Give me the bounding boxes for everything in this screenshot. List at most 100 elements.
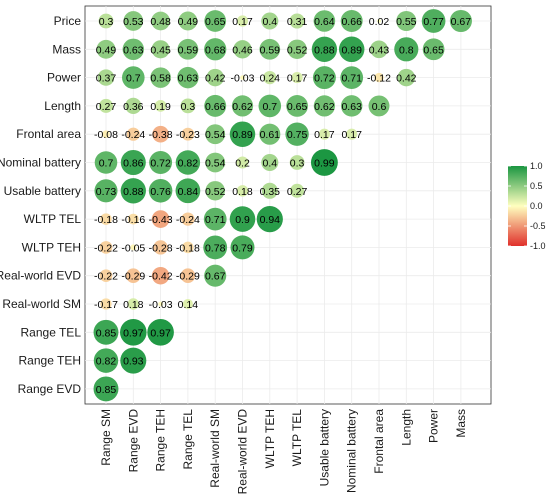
correlation-value-label: -0.03 <box>231 73 255 85</box>
correlation-value-label: 0.65 <box>205 16 226 28</box>
column-label: Real-world SM <box>208 409 222 488</box>
correlation-value-label: 0.72 <box>314 73 335 85</box>
row-label: Range EVD <box>18 382 82 396</box>
correlation-circle <box>312 66 336 90</box>
correlation-circle <box>151 40 170 59</box>
correlation-value-label: 0.63 <box>123 44 144 56</box>
correlation-value-label: -0.05 <box>121 242 145 254</box>
correlation-circle <box>148 179 173 203</box>
correlation-circle <box>126 127 140 141</box>
correlation-circle <box>147 319 174 346</box>
row-label: Range TEL <box>21 325 82 339</box>
correlation-value-label: 0.88 <box>314 44 335 56</box>
correlation-circle <box>204 264 227 287</box>
correlation-circle <box>340 66 364 89</box>
correlation-value-label: 0.42 <box>396 73 417 85</box>
correlation-circle <box>99 269 113 283</box>
correlation-circle <box>122 66 145 89</box>
correlation-value-label: 0.82 <box>96 356 117 368</box>
correlation-circle <box>99 241 113 254</box>
correlation-circle <box>98 98 114 113</box>
correlation-circle <box>127 213 139 225</box>
correlation-circle <box>205 124 226 145</box>
correlation-value-label: 0.72 <box>150 158 171 170</box>
correlation-value-label: 0.43 <box>369 44 390 56</box>
correlation-value-label: -0.22 <box>94 271 118 283</box>
correlation-value-label: 0.3 <box>99 16 114 28</box>
row-label: Real-world SM <box>2 297 81 311</box>
correlation-value-label: 0.82 <box>178 158 199 170</box>
correlation-value-label: 0.17 <box>232 16 253 28</box>
correlation-circle <box>203 207 227 231</box>
correlation-circle <box>93 376 119 402</box>
correlation-circle <box>313 95 336 117</box>
correlation-circle <box>289 155 305 170</box>
correlation-circle <box>151 210 170 228</box>
correlation-value-label: 0.71 <box>205 214 226 226</box>
correlation-value-label: 0.88 <box>123 186 144 198</box>
correlation-circle <box>374 72 384 83</box>
legend-tick-label: -1.0 <box>530 241 546 251</box>
correlation-circle <box>318 128 330 140</box>
correlation-circle <box>338 36 365 63</box>
correlation-value-label: 0.93 <box>123 356 144 368</box>
correlation-value-label: 0.17 <box>314 129 335 141</box>
row-label: Real-world EVD <box>0 269 81 283</box>
column-label: Mass <box>454 409 468 438</box>
row-label: WLTP TEL <box>24 212 82 226</box>
correlation-circle <box>120 149 146 176</box>
column-label: Range SM <box>99 409 113 466</box>
correlation-circle <box>311 36 338 62</box>
column-label: Frontal area <box>372 409 386 474</box>
legend-tick-label: 0.5 <box>530 181 543 191</box>
correlation-circle <box>422 38 445 61</box>
row-labels: Price Mass Power Length Frontal area Nominal … <box>0 14 81 396</box>
correlation-value-label: 0.64 <box>314 16 335 28</box>
correlation-circle <box>100 298 112 310</box>
correlation-circle <box>120 347 147 374</box>
correlation-circle <box>236 156 249 169</box>
correlation-circle <box>180 98 196 114</box>
correlation-value-label: 0.54 <box>205 158 226 170</box>
correlation-circle <box>286 95 308 117</box>
row-label: Usable battery <box>4 184 81 198</box>
correlation-circle <box>287 39 307 60</box>
correlation-circle <box>175 178 201 204</box>
correlation-circle <box>100 213 112 225</box>
correlation-circle <box>229 206 256 232</box>
correlation-value-label: 0.14 <box>178 299 199 311</box>
correlation-value-label: 0.61 <box>260 129 281 141</box>
correlation-value-label: 0.53 <box>123 16 144 28</box>
correlation-value-label: 0.49 <box>96 44 117 56</box>
correlation-value-label: 0.65 <box>287 101 308 113</box>
correlation-value-label: -0.03 <box>149 299 173 311</box>
correlation-value-label: 0.18 <box>123 299 144 311</box>
correlation-value-label: -0.18 <box>176 242 200 254</box>
correlation-circle <box>154 100 167 112</box>
column-labels: Range SM Range EVD Range TEH Range TEL Real-… <box>99 409 468 495</box>
column-label: Length <box>399 409 413 446</box>
correlation-circle <box>158 301 163 307</box>
row-label: Price <box>54 14 82 28</box>
correlation-value-label: 0.58 <box>150 73 171 85</box>
row-label: Mass <box>52 42 81 56</box>
correlation-value-label: 0.89 <box>232 129 253 141</box>
correlation-value-label: 0.48 <box>150 16 171 28</box>
correlation-value-label: 0.63 <box>178 73 199 85</box>
correlation-value-label: 0.68 <box>205 44 226 56</box>
correlation-value-label: 0.76 <box>150 186 171 198</box>
correlation-circle <box>261 182 278 199</box>
row-label: Power <box>47 71 81 85</box>
correlation-value-label: 0.65 <box>423 44 444 56</box>
correlation-value-label: 0.7 <box>126 73 141 85</box>
column-label: Range TEH <box>154 409 168 471</box>
correlation-value-label: 0.49 <box>178 16 199 28</box>
correlation-value-label: 0.17 <box>287 73 308 85</box>
correlation-value-label: -0.28 <box>149 242 173 254</box>
correlation-circle <box>233 40 252 59</box>
correlation-circle <box>152 125 169 143</box>
correlation-value-label: 0.85 <box>96 384 117 396</box>
correlation-value-label: 0.45 <box>150 44 171 56</box>
correlation-circle <box>368 95 390 117</box>
